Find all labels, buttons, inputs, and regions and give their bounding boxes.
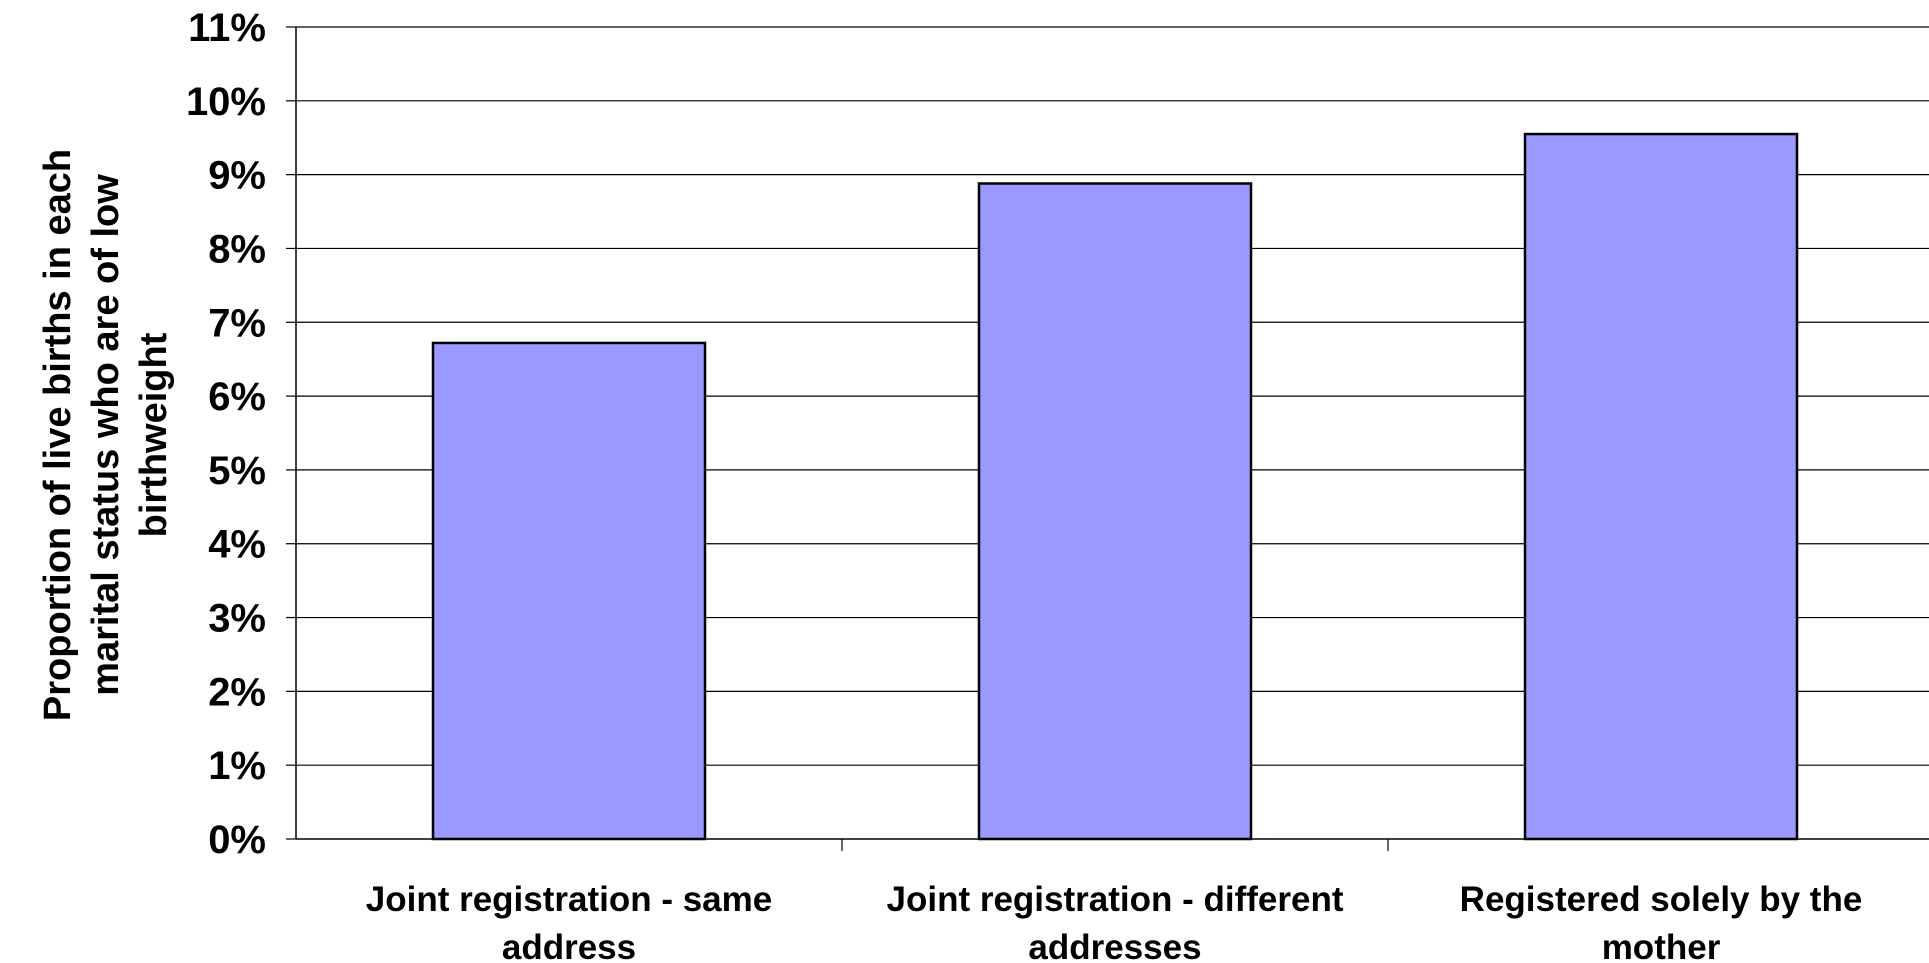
- y-tick-labels: 0% 1% 2% 3% 4% 5% 6% 7% 8% 9% 10% 11%: [186, 6, 266, 862]
- x-category-label: Registered solely by the mother: [1460, 880, 1863, 963]
- bars: [431, 132, 1799, 841]
- x-category-label: Joint registration - same address: [366, 880, 772, 963]
- x-category-labels: Joint registration - same address Joint re…: [366, 880, 1863, 963]
- y-tick-label: 10%: [186, 80, 266, 124]
- axes: [286, 26, 1929, 851]
- y-tick-label: 11%: [188, 6, 266, 50]
- y-tick-label: 4%: [208, 523, 266, 567]
- y-tick-label: 6%: [208, 375, 266, 419]
- x-category-label: Joint registration - different addresses: [887, 880, 1344, 963]
- y-tick-label: 3%: [208, 597, 266, 641]
- bar: [431, 341, 707, 841]
- y-axis-label: Proportion of live births in each marital…: [37, 149, 175, 721]
- y-tick-label: 8%: [208, 227, 266, 271]
- y-tick-label: 1%: [208, 744, 266, 788]
- bar: [1523, 132, 1799, 841]
- y-tick-label: 5%: [208, 449, 266, 493]
- y-tick-label: 0%: [208, 818, 266, 862]
- y-tick-label: 9%: [208, 154, 266, 198]
- y-tick-label: 7%: [208, 301, 266, 345]
- y-tick-label: 2%: [208, 670, 266, 714]
- bar: [977, 182, 1253, 841]
